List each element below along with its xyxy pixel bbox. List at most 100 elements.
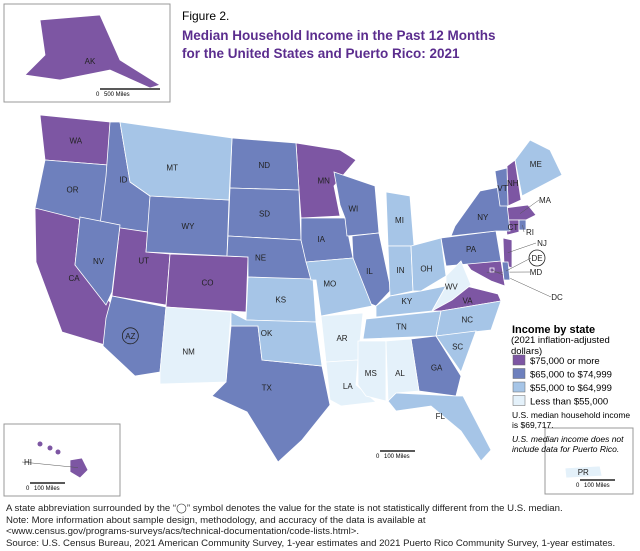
legend-swatch [512,395,526,406]
note-line: Source: U.S. Census Bureau, 2021 America… [6,537,616,549]
legend-swatch [512,381,526,393]
state-label: LA [343,382,353,391]
scale-zero: 0 [26,486,30,492]
state-label: WI [348,204,358,213]
state [69,457,89,479]
title: for the United States and Puerto Rico: 2… [182,46,460,61]
state-label: MT [166,164,178,173]
state [430,260,472,313]
state-label: NV [93,257,105,266]
state-label: NM [182,347,195,356]
legend-label: $65,000 to $74,999 [530,370,612,381]
scale-label: 100 Miles [384,454,410,460]
leader-line [522,224,525,233]
legend-title: Income by state [512,324,595,336]
state [159,306,232,385]
scale-label: 100 Miles [584,483,610,489]
legend-subtitle: (2021 inflation-adjusted dollars) [511,336,610,357]
state-label: SD [259,210,270,219]
scale-label: 500 Miles [104,92,130,98]
state-label: MS [365,369,377,378]
state-label: CA [68,274,80,283]
scale-zero: 0 [576,483,580,489]
state-label: WV [445,283,459,292]
leader-line [507,242,537,253]
state-label: PA [466,245,477,254]
legend-swatch [512,354,526,366]
state [387,392,492,462]
state-label: NH [507,179,519,188]
state-label: NE [255,254,266,263]
island [47,445,53,451]
state-label: RI [526,228,534,237]
state [435,330,477,373]
not-different-marker [121,327,139,345]
state-label: KS [275,296,286,305]
state [74,216,121,306]
state-label: GA [431,364,443,373]
map: Figure 2. Median Household Income in the… [3,3,634,497]
state-label: MA [539,196,552,205]
leader-line [491,269,552,298]
state-label: TX [262,384,273,393]
state [450,185,511,237]
state-label: NY [477,213,489,222]
state-label: MI [395,216,404,225]
leader-line [519,199,540,214]
not-different-marker [528,249,546,267]
state-label: IL [366,267,373,276]
state-label: MD [530,268,543,277]
median-box: U.S. median household income is $69,717.… [512,410,631,454]
title: Median Household Income in the Past 12 M… [182,28,496,43]
pr-inset [544,427,634,495]
scale-zero: 0 [376,454,380,460]
scale-zero: 0 [96,92,100,98]
alaska-inset [3,3,171,103]
us-median: U.S. median household income is $69,717. [512,410,631,430]
state-label: AR [336,334,347,343]
state-label: WA [69,137,82,146]
island [55,449,61,455]
state [435,300,502,337]
state [24,14,161,89]
note-line: Note: More information about sample desi… [6,514,426,526]
state-label: CO [202,279,214,288]
state-label: ME [530,160,542,169]
state [300,217,354,263]
legend-label: $75,000 or more [530,356,600,367]
state-label: SC [452,342,463,351]
legend-label: $55,000 to $64,999 [530,383,612,394]
state [119,121,233,201]
state [494,167,509,207]
state-label: FL [436,412,446,421]
state-label: DE [531,254,542,263]
state-label: DC [551,293,563,302]
notes: A state abbreviation surrounded by the “… [6,503,638,549]
state-label: IA [317,235,325,244]
state [357,340,387,402]
state-label: PR [578,468,589,477]
leader-line [505,257,532,272]
note-line: <www.census.gov/programs-surveys/acs/tec… [6,526,359,537]
hawaii-inset [3,423,121,497]
state-label: ID [119,175,127,184]
state-label: KY [401,297,412,306]
state-label: OH [420,264,432,273]
state-label: NJ [537,239,547,248]
state [564,465,603,479]
state-label: AZ [125,332,135,341]
state-label: MN [317,176,330,185]
figure-label: Figure 2. [182,9,229,23]
state-label: AL [395,369,405,378]
leader-line [21,461,79,468]
state-label: IN [397,266,405,275]
state-label: ND [258,161,270,170]
state-label: VT [497,184,507,193]
state-label: CT [508,223,519,232]
state-label: MO [323,280,336,289]
legend-swatch [512,368,526,379]
island [37,441,43,447]
state [514,139,563,197]
state-label: WY [182,222,196,231]
